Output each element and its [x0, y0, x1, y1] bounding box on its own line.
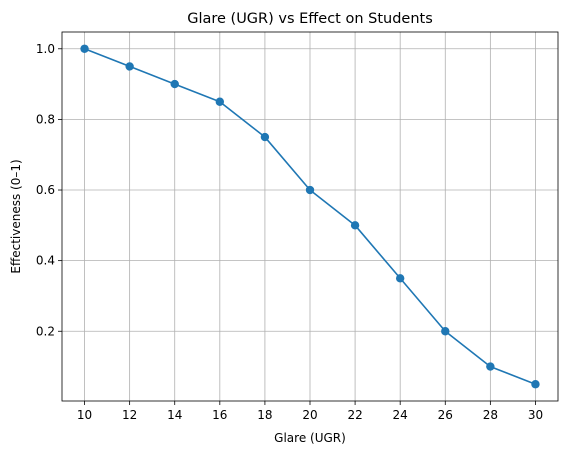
- grid: [62, 32, 558, 401]
- y-tick-label: 0.6: [36, 183, 55, 197]
- data-point-marker: [531, 380, 540, 389]
- data-point-marker: [170, 79, 179, 89]
- y-tick-label: 0.2: [36, 324, 55, 338]
- y-axis-label: Effectiveness (0–1): [9, 159, 23, 273]
- chart-title: Glare (UGR) vs Effect on Students: [187, 11, 433, 27]
- x-tick-label: 16: [212, 408, 227, 422]
- series-layer: [80, 44, 540, 389]
- data-point-marker: [215, 97, 225, 106]
- x-tick-label: 12: [122, 408, 137, 422]
- y-tick-label: 1.0: [36, 42, 55, 56]
- x-tick-label: 22: [347, 408, 362, 422]
- plot-area-frame: [61, 31, 559, 402]
- data-point-marker: [305, 185, 315, 195]
- axis-ticks: 10 12 14 16 18 20 22 24 26 28 30 0.2 0.4 0.6 0.8 1.0: [36, 42, 543, 422]
- data-point-marker: [125, 62, 134, 71]
- data-point-marker: [80, 44, 89, 53]
- x-axis-label: Glare (UGR): [274, 431, 346, 445]
- y-tick-label: 0.4: [36, 254, 55, 268]
- data-point-marker: [395, 274, 405, 283]
- x-tick-label: 10: [77, 408, 92, 422]
- x-tick-label: 24: [393, 408, 408, 422]
- data-point-marker: [260, 132, 270, 142]
- x-tick-label: 30: [528, 408, 543, 422]
- x-tick-label: 26: [438, 408, 453, 422]
- x-tick-label: 28: [483, 408, 498, 422]
- x-tick-label: 14: [167, 408, 182, 422]
- y-tick-label: 0.8: [36, 112, 55, 126]
- data-point-marker: [486, 362, 495, 371]
- x-tick-label: 20: [302, 408, 317, 422]
- x-tick-label: 18: [257, 408, 272, 422]
- data-point-marker: [441, 327, 450, 336]
- data-point-marker: [350, 221, 360, 230]
